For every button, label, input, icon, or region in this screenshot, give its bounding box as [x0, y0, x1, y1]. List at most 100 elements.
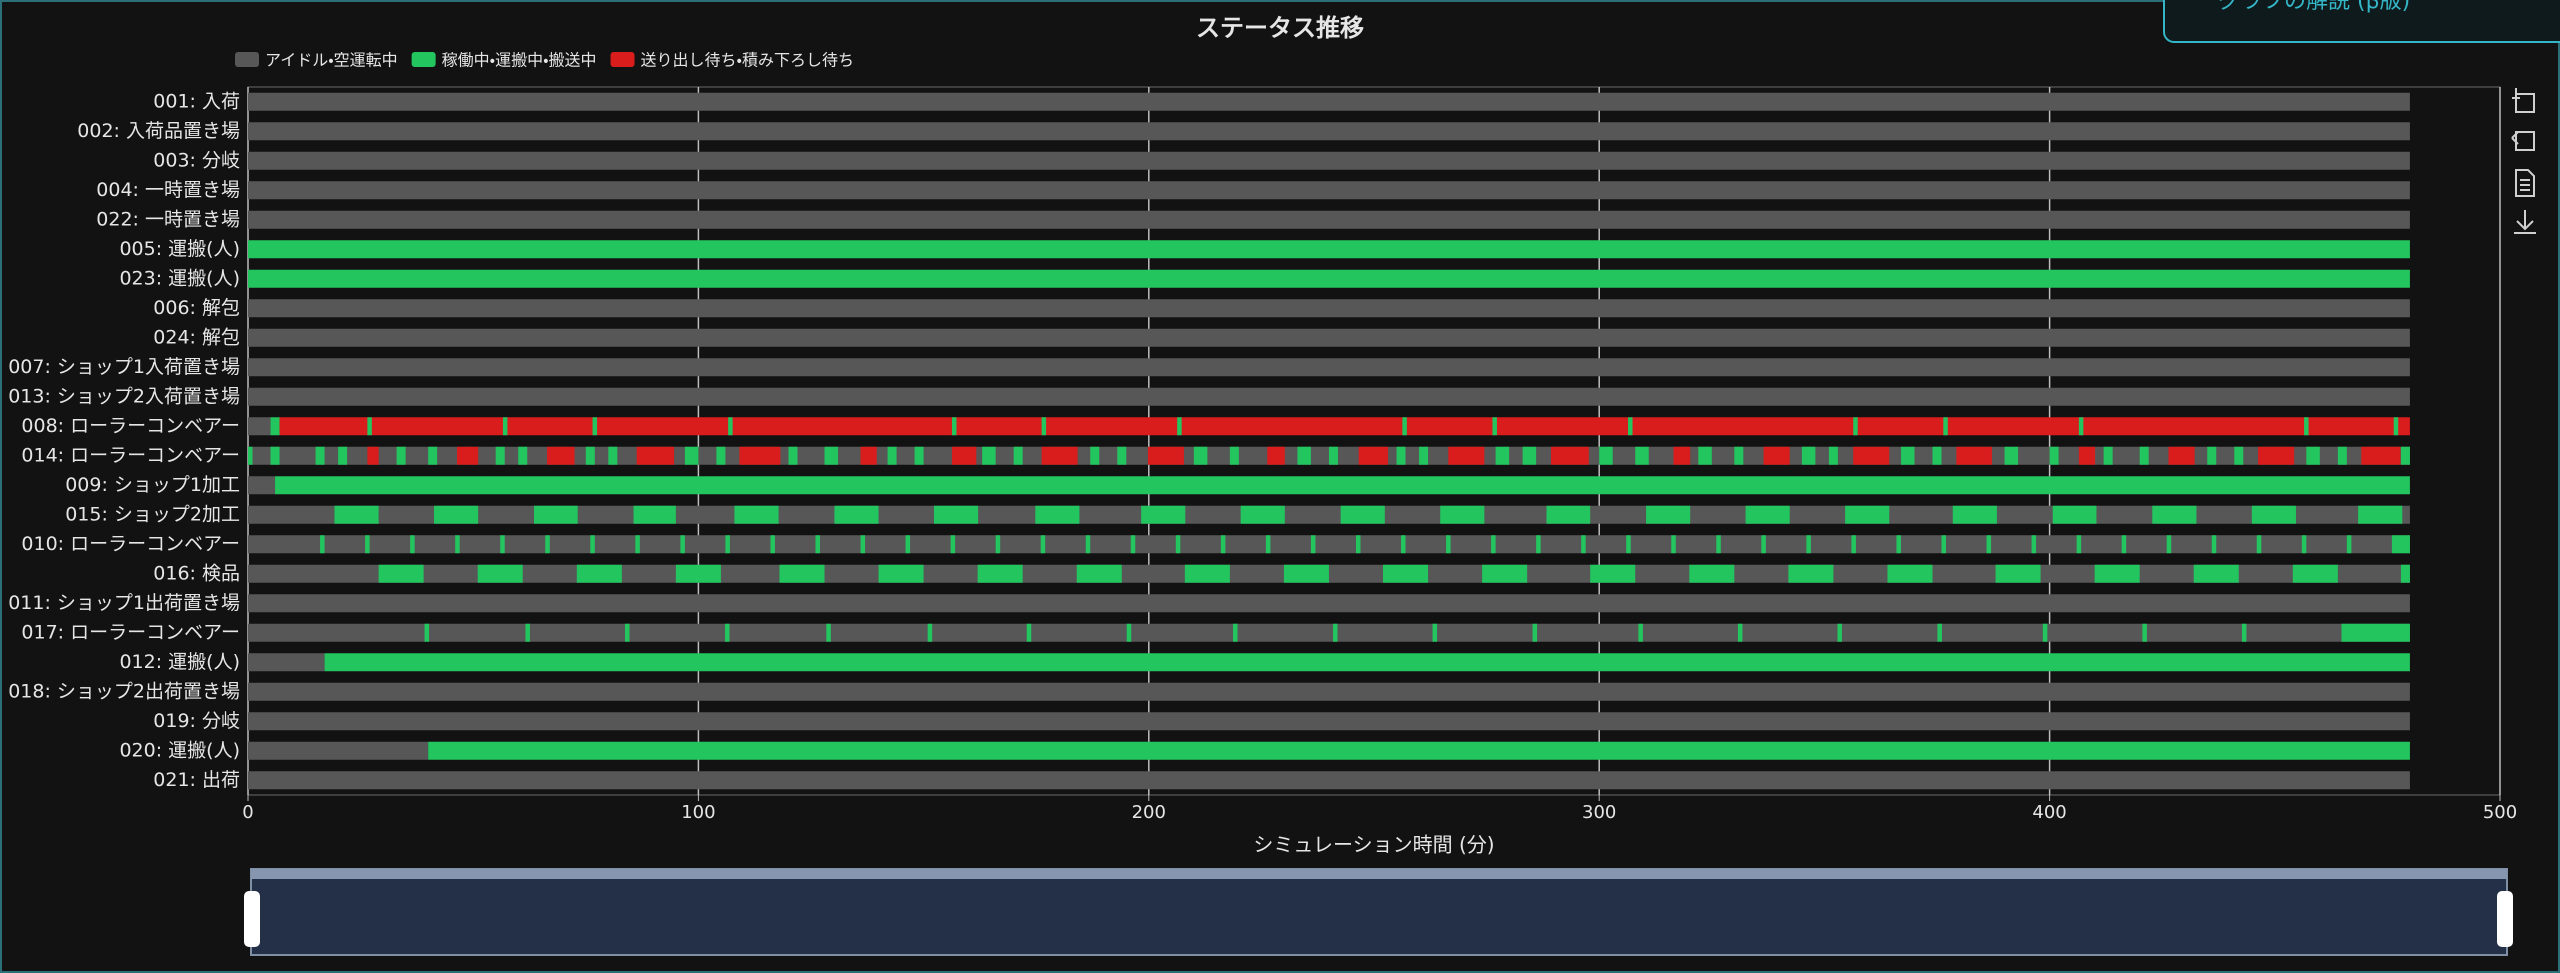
save-tool[interactable] [2514, 210, 2536, 234]
status-segment [1076, 564, 1122, 583]
status-segment [1440, 505, 1485, 524]
reset-icon-mark[interactable] [2511, 131, 2519, 145]
status-segment [1265, 535, 1271, 554]
status-segment [1041, 417, 1047, 436]
status-segment [2193, 564, 2239, 583]
status-segment [315, 446, 325, 465]
data-view-tool[interactable] [2515, 169, 2535, 197]
y-tick-label: 021: 出荷 [153, 769, 240, 791]
status-segment [624, 623, 630, 642]
status-segment [248, 210, 2410, 229]
explain-button[interactable]: グラフの解説 (β版) [2163, 0, 2560, 43]
status-segment [334, 505, 379, 524]
slider-handle-left[interactable] [244, 891, 260, 947]
status-segment [248, 712, 2410, 731]
slider-handle-right[interactable] [2497, 891, 2513, 947]
status-segment [933, 505, 979, 524]
status-segment [2400, 564, 2410, 583]
status-segment [525, 623, 530, 642]
status-segment [1233, 623, 1238, 642]
y-tick-label: 011: ショップ1出荷置き場 [8, 592, 240, 614]
zoom-icon[interactable] [2515, 93, 2535, 113]
data-zoom-slider[interactable] [244, 868, 2513, 956]
status-segment [2256, 535, 2262, 554]
status-segment [2049, 446, 2059, 465]
explain-button-box[interactable] [2163, 0, 2560, 43]
status-segment [2301, 535, 2307, 554]
legend: アイドル・空運転中 稼働中・運搬中・搬送中 送り出し待ち・積み下ろし待ち [235, 51, 854, 70]
status-segment [1546, 505, 1591, 524]
status-segment [2361, 446, 2401, 465]
data-view-icon[interactable] [2515, 169, 2535, 197]
status-segment [500, 535, 505, 554]
status-segment [2078, 446, 2096, 465]
status-segment [1581, 535, 1586, 554]
y-tick-label: 023: 運搬(人) [119, 267, 240, 289]
status-segment [434, 505, 479, 524]
status-segment [1229, 446, 1239, 465]
status-segment [779, 564, 825, 583]
zoom-tool[interactable] [2512, 88, 2535, 113]
status-segment [1240, 505, 1285, 524]
status-segment [396, 446, 406, 465]
status-segment [675, 564, 721, 583]
status-segment [248, 387, 2410, 406]
status-segment [1952, 505, 1997, 524]
status-segment [1986, 535, 1992, 554]
status-segment [977, 564, 1023, 583]
status-segment [1671, 535, 1676, 554]
status-segment [1522, 446, 1537, 465]
status-segment [1355, 535, 1361, 554]
status-segment [728, 417, 733, 436]
status-segment [502, 417, 508, 436]
legend-swatch [610, 52, 635, 67]
status-segment [518, 446, 528, 465]
status-segment [248, 741, 429, 760]
zoom-icon-mark[interactable] [2512, 88, 2520, 99]
slider-track[interactable] [250, 868, 2508, 956]
status-segment [951, 417, 957, 436]
explain-button-label[interactable]: グラフの解説 (β版) [2218, 0, 2410, 14]
status-segment [2168, 446, 2195, 465]
status-segment [248, 446, 253, 465]
status-segment [410, 535, 415, 554]
status-segment [2207, 446, 2217, 465]
status-segment [1402, 417, 1407, 436]
y-tick-label: 016: 検品 [153, 562, 240, 584]
status-segment [248, 623, 2410, 642]
status-segment [424, 623, 430, 642]
save-icon[interactable] [2514, 210, 2536, 234]
status-segment [590, 535, 595, 554]
status-segment [1482, 564, 1528, 583]
y-tick-label: 024: 解包 [153, 326, 240, 348]
slider-top-bar[interactable] [251, 869, 2507, 879]
status-segment [2103, 446, 2113, 465]
status-segment [1845, 505, 1890, 524]
status-segment [248, 328, 2410, 347]
status-segment [1041, 446, 1078, 465]
status-segment [1828, 446, 1838, 465]
y-tick-label: 002: 入荷品置き場 [77, 120, 240, 142]
status-segment [1689, 564, 1735, 583]
legend-label: アイドル・空運転中 [265, 51, 398, 70]
status-segment [2004, 446, 2019, 465]
status-segment [2152, 505, 2197, 524]
y-tick-label: 007: ショップ1入荷置き場 [8, 356, 240, 378]
status-segment [826, 623, 831, 642]
status-segment [1761, 535, 1766, 554]
status-segment [2346, 535, 2352, 554]
status-segment [2292, 564, 2338, 583]
status-segment [1340, 505, 1385, 524]
status-segment [1956, 446, 1992, 465]
status-segment [914, 446, 924, 465]
status-segment [1745, 505, 1790, 524]
status-segment [1283, 564, 1329, 583]
reset-tool[interactable] [2511, 131, 2535, 151]
status-segment [1220, 535, 1226, 554]
status-segment [860, 535, 866, 554]
status-segment [365, 535, 370, 554]
status-segment [1184, 564, 1230, 583]
status-segment [680, 535, 685, 554]
status-segment [320, 535, 325, 554]
